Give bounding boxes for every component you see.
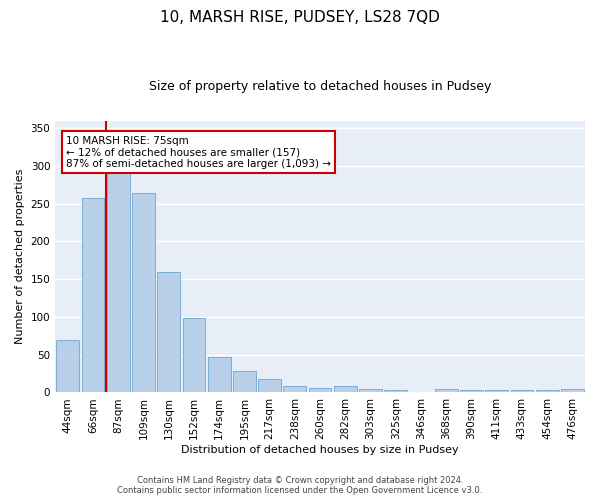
Bar [309, 388, 331, 392]
Bar [132, 193, 155, 392]
Bar [536, 390, 559, 392]
Title: Size of property relative to detached houses in Pudsey: Size of property relative to detached ho… [149, 80, 491, 93]
Bar [82, 198, 104, 392]
Bar [258, 379, 281, 392]
Bar [460, 390, 483, 392]
Bar [233, 370, 256, 392]
Y-axis label: Number of detached properties: Number of detached properties [15, 169, 25, 344]
Bar [182, 318, 205, 392]
Bar [485, 390, 508, 392]
Bar [107, 172, 130, 392]
Bar [561, 390, 584, 392]
X-axis label: Distribution of detached houses by size in Pudsey: Distribution of detached houses by size … [181, 445, 459, 455]
Bar [385, 390, 407, 392]
Bar [334, 386, 356, 392]
Bar [157, 272, 180, 392]
Text: 10 MARSH RISE: 75sqm
← 12% of detached houses are smaller (157)
87% of semi-deta: 10 MARSH RISE: 75sqm ← 12% of detached h… [66, 136, 331, 168]
Bar [56, 340, 79, 392]
Bar [359, 388, 382, 392]
Text: 10, MARSH RISE, PUDSEY, LS28 7QD: 10, MARSH RISE, PUDSEY, LS28 7QD [160, 10, 440, 25]
Bar [208, 357, 230, 392]
Text: Contains HM Land Registry data © Crown copyright and database right 2024.
Contai: Contains HM Land Registry data © Crown c… [118, 476, 482, 495]
Bar [283, 386, 306, 392]
Bar [511, 390, 533, 392]
Bar [435, 390, 458, 392]
